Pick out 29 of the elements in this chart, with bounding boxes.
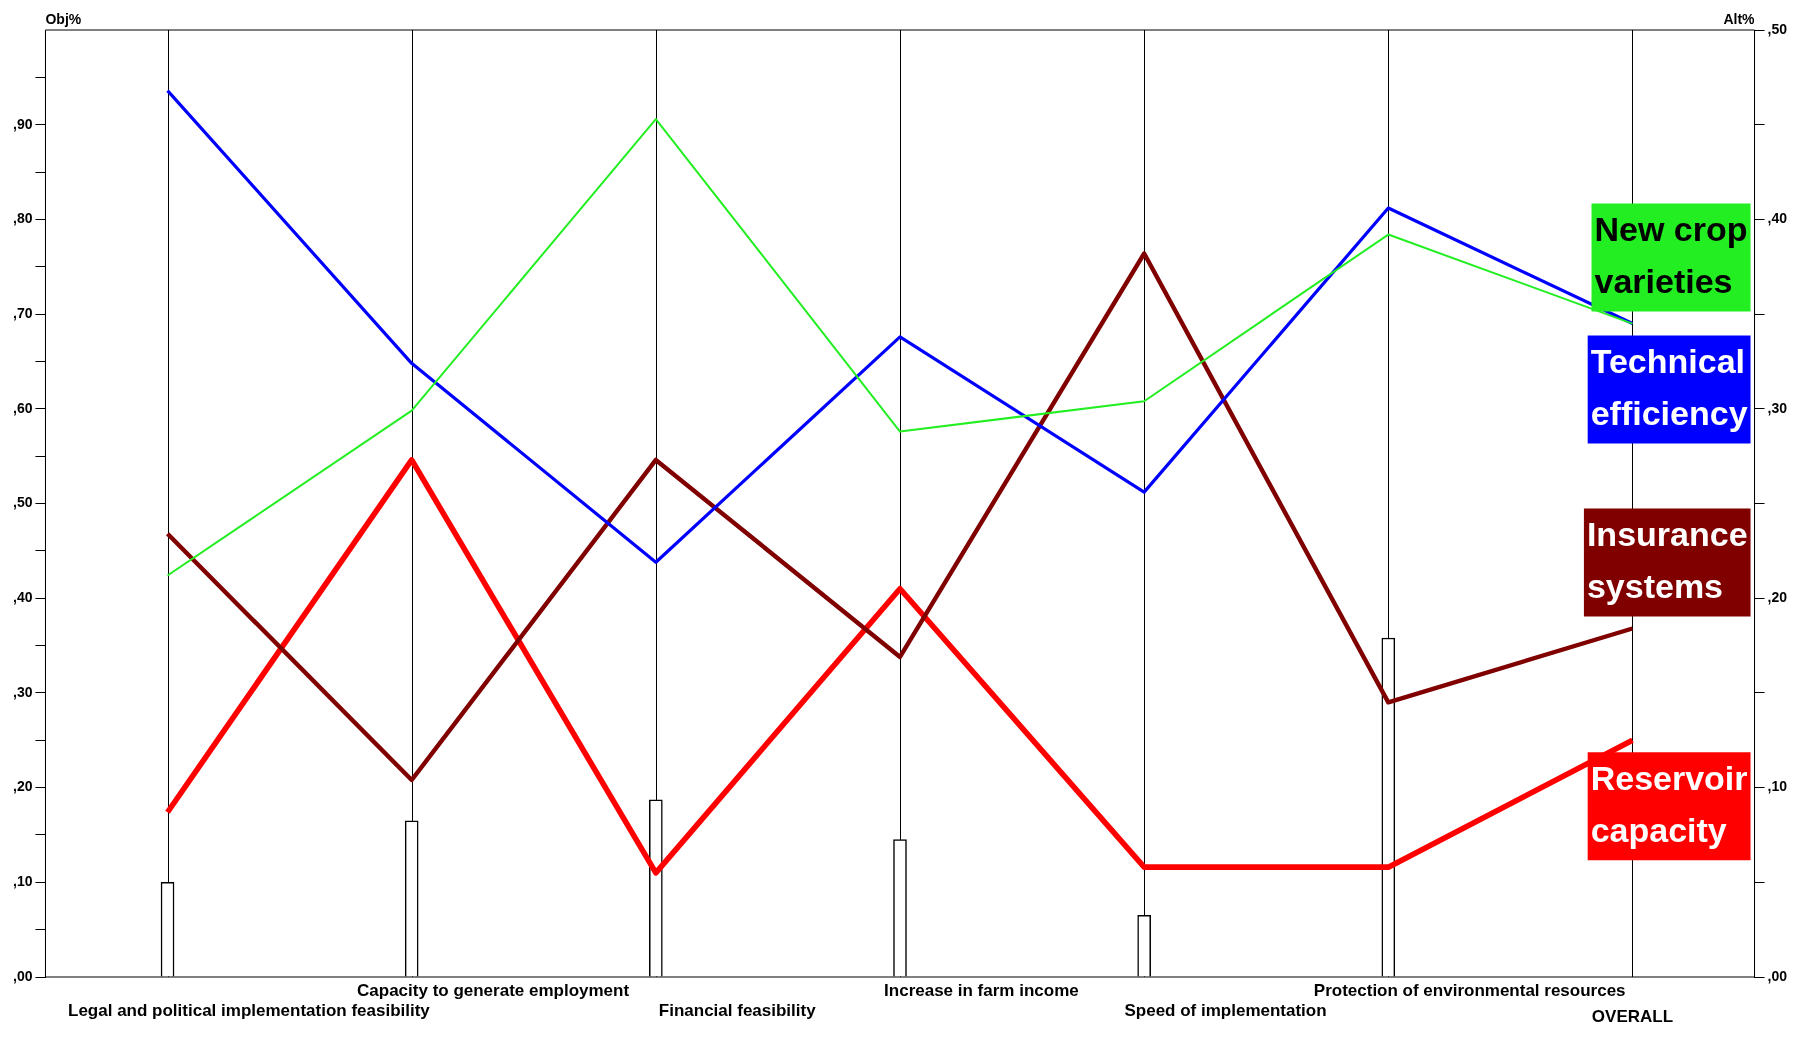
y2-tick-label: ,50 <box>1767 20 1788 37</box>
x-tick-label: OVERALL <box>1591 1007 1674 1027</box>
y2-tick-label: ,00 <box>1767 967 1788 984</box>
y-tick-label: ,10 <box>12 873 33 890</box>
y-tick-label: ,00 <box>12 967 33 984</box>
y2-tick-label: ,30 <box>1767 399 1788 416</box>
y2-tick-label: ,20 <box>1767 589 1788 606</box>
x-tick-label: Speed of implementation <box>1124 1001 1327 1021</box>
x-tick-label: Financial feasibility <box>658 1001 817 1021</box>
y-tick-label: ,50 <box>12 494 33 511</box>
series-label: Technical efficiency <box>1590 341 1748 432</box>
y-tick-label: ,80 <box>12 210 33 227</box>
y2-tick-label: ,40 <box>1767 210 1788 227</box>
series-label: Reservoir capacity <box>1590 758 1748 849</box>
y-tick-label: ,60 <box>12 399 33 416</box>
series-label: Insurance systems <box>1586 514 1748 605</box>
y-tick-label: ,30 <box>12 683 33 700</box>
x-tick-label: Protection of environmental resources <box>1313 981 1626 1001</box>
x-tick-label: Capacity to generate employment <box>357 981 630 1001</box>
y-axis-title: Obj% <box>45 10 82 27</box>
x-tick-label: Legal and political implementation feasibility <box>68 1001 431 1021</box>
y2-axis-title: Alt% <box>1723 10 1756 27</box>
y-tick-label: ,70 <box>12 304 33 321</box>
y-tick-label: ,40 <box>12 589 33 606</box>
y-tick-label: ,20 <box>12 778 33 795</box>
y-tick-label: ,90 <box>12 115 33 132</box>
series-label: New crop varieties <box>1594 209 1748 300</box>
y2-tick-label: ,10 <box>1767 778 1788 795</box>
x-tick-label: Increase in farm income <box>884 981 1079 1001</box>
